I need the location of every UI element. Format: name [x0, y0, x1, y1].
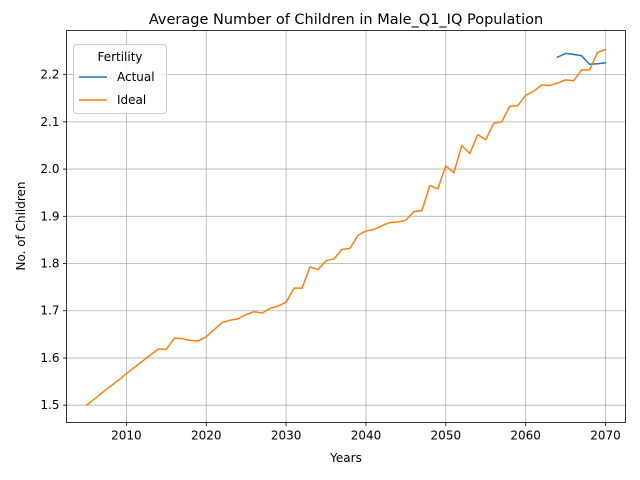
x-axis-ticks: 2010 2020 2030 2040 2050 2060 2070: [111, 422, 621, 443]
y-tick-label: 1.5: [40, 398, 59, 412]
x-tick-label: 2010: [111, 429, 142, 443]
x-axis-label: Years: [329, 451, 362, 465]
legend: Fertility Actual Ideal: [73, 44, 167, 114]
x-tick-label: 2050: [431, 429, 462, 443]
x-tick-label: 2020: [191, 429, 222, 443]
x-tick-label: 2060: [510, 429, 541, 443]
y-tick-label: 1.6: [40, 351, 59, 365]
y-tick-label: 1.7: [40, 304, 59, 318]
chart-title: Average Number of Children in Male_Q1_IQ…: [149, 12, 543, 28]
y-tick-label: 1.9: [40, 209, 59, 223]
series-line-actual: [556, 52, 607, 66]
legend-label-ideal: Ideal: [117, 93, 146, 107]
y-axis-label: No. of Children: [14, 181, 28, 270]
series-line-ideal: [85, 48, 607, 407]
grid-lines: [66, 30, 626, 423]
legend-box: [73, 44, 167, 114]
y-tick-label: 2.0: [40, 162, 59, 176]
legend-label-actual: Actual: [117, 70, 155, 84]
y-axis-ticks: 1.5 1.6 1.7 1.8 1.9 2.0 2.1 2.2: [40, 68, 67, 412]
plot-lines: [85, 48, 607, 407]
y-tick-label: 2.2: [40, 68, 59, 82]
axes-frame: [66, 30, 626, 423]
y-tick-label: 1.8: [40, 257, 59, 271]
x-tick-label: 2030: [271, 429, 302, 443]
x-tick-label: 2070: [590, 429, 621, 443]
y-tick-label: 2.1: [40, 115, 59, 129]
x-tick-label: 2040: [351, 429, 382, 443]
legend-title: Fertility: [97, 50, 142, 64]
